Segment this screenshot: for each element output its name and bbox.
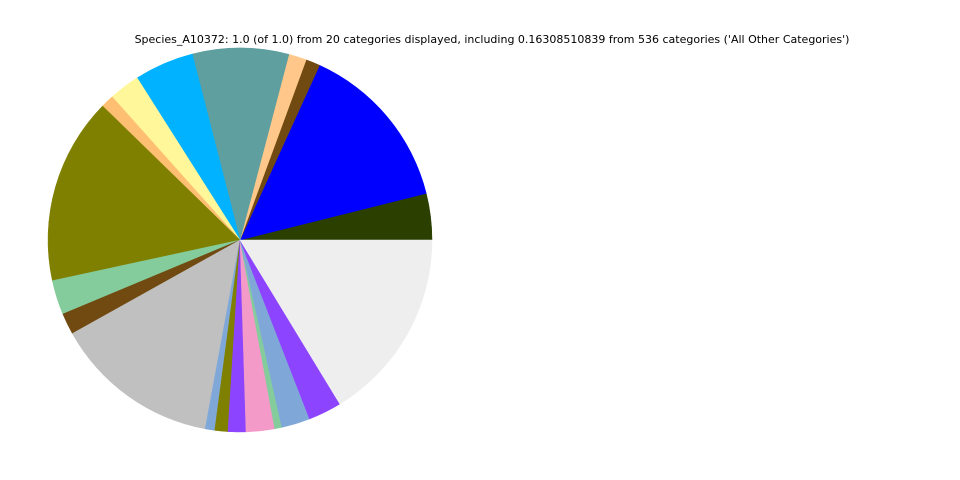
chart-title: Species_A10372: 1.0 (of 1.0) from 20 cat… [135, 33, 850, 46]
pie-slice [47, 105, 241, 282]
pie-slice [239, 64, 427, 241]
pie-slice [239, 239, 433, 405]
pie-slice [71, 239, 241, 430]
pie-slice [191, 47, 290, 241]
